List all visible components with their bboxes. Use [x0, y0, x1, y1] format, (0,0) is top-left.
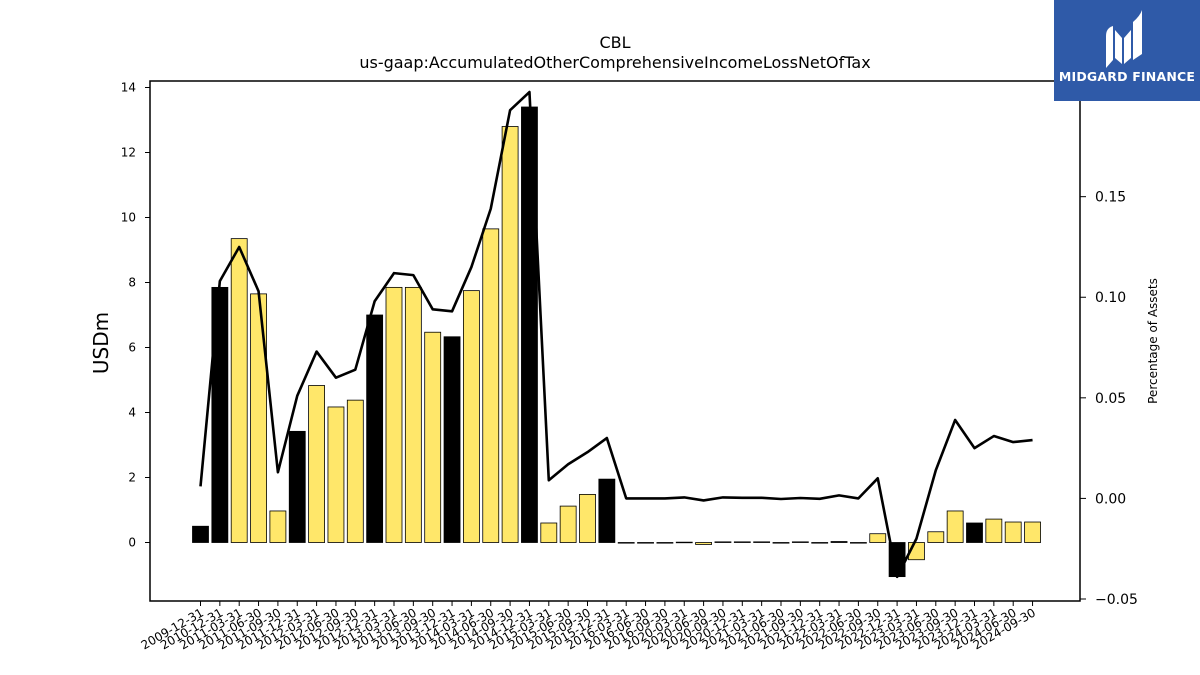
- bar-2020-09-30: [714, 541, 732, 543]
- bar-2023-06-30: [927, 531, 945, 543]
- chart-subtitle: us-gaap:AccumulatedOtherComprehensiveInc…: [359, 53, 870, 72]
- y-tick-label: 10: [121, 211, 136, 225]
- bar-2013-12-31: [443, 336, 461, 543]
- bar-2013-03-31: [385, 286, 403, 543]
- bar-2013-06-30: [404, 286, 422, 543]
- bar-2023-12-31: [966, 522, 983, 543]
- bar-2014-12-31: [521, 106, 538, 543]
- bar-2016-09-30: [656, 542, 674, 544]
- y-right-tick-label: 0.10: [1095, 290, 1126, 306]
- y-right-tick-label: 0.15: [1095, 190, 1126, 206]
- bar-2012-09-30: [346, 399, 364, 543]
- percentage-of-assets-line: [199, 90, 1033, 579]
- bar-2022-09-30: [869, 533, 887, 543]
- bar-2020-03-31: [675, 541, 693, 544]
- y-right-tick-label: 0.05: [1095, 391, 1126, 407]
- y-tick-label: 0: [128, 536, 136, 550]
- bar-2023-09-30: [946, 510, 964, 543]
- x-axis: 2009-12-312010-12-312011-03-312011-06-30…: [139, 601, 1038, 652]
- y-tick-label: 12: [121, 146, 136, 160]
- bar-2011-09-30: [269, 510, 287, 543]
- y-tick-label: 8: [128, 276, 136, 290]
- bar-2013-09-30: [424, 331, 442, 543]
- bar-2022-06-30: [850, 542, 867, 544]
- bar-2015-06-30: [559, 505, 577, 543]
- bar-2011-03-31: [230, 238, 248, 543]
- bar-2012-03-31: [308, 385, 326, 543]
- bar-2020-12-31: [733, 541, 751, 543]
- brand-logo-text: MIDGARD FINANCE: [1058, 69, 1196, 84]
- y-axis-label: USDm: [89, 312, 113, 374]
- bar-2011-06-30: [250, 293, 267, 543]
- bar-2024-03-31: [985, 518, 1003, 543]
- bar-2015-12-31: [598, 478, 616, 543]
- bar-2021-12-31: [811, 542, 829, 544]
- bar-2024-09-30: [1024, 521, 1041, 543]
- bar-2016-06-30: [637, 542, 654, 544]
- bar-2014-09-30: [501, 126, 519, 543]
- plot-frame: [149, 80, 1081, 602]
- bar-2015-03-31: [540, 522, 558, 543]
- bar-2012-12-31: [366, 314, 384, 543]
- bar-2022-03-31: [830, 541, 848, 543]
- y-right-tick-label: 0.00: [1095, 491, 1126, 507]
- bar-2021-03-31: [753, 541, 771, 543]
- y-axis-left: 0 2 4 6 8 10 12 14: [121, 81, 150, 550]
- y-axis-right: −0.050.000.050.100.150.20: [1080, 89, 1138, 608]
- midgard-logo-icon: [1106, 10, 1142, 68]
- y-axis-label-right: Percentage of Assets: [1146, 278, 1160, 404]
- y-right-tick-label: −0.05: [1095, 592, 1138, 608]
- bar-2021-06-30: [772, 542, 790, 544]
- bar-2020-06-30: [695, 542, 712, 545]
- y-tick-label: 4: [128, 406, 136, 420]
- bar-2024-06-30: [1004, 521, 1022, 543]
- bar-2021-09-30: [791, 541, 809, 543]
- bar-2014-03-31: [462, 290, 480, 543]
- line-layer: [199, 90, 1033, 579]
- brand-logo: MIDGARD FINANCE: [1054, 0, 1200, 101]
- bar-2016-03-31: [617, 542, 635, 544]
- y-tick-label: 2: [128, 471, 136, 485]
- bar-2010-12-31: [211, 286, 229, 543]
- y-tick-label: 14: [121, 81, 136, 95]
- bars-layer: [192, 106, 1041, 578]
- bar-2009-12-31: [192, 525, 209, 543]
- bar-2015-09-30: [579, 493, 596, 543]
- bar-2011-12-31: [288, 430, 306, 543]
- bar-2014-06-30: [482, 228, 500, 543]
- y-tick-label: 6: [128, 341, 136, 355]
- chart-title: CBL: [599, 33, 630, 52]
- bar-2012-06-30: [327, 406, 345, 543]
